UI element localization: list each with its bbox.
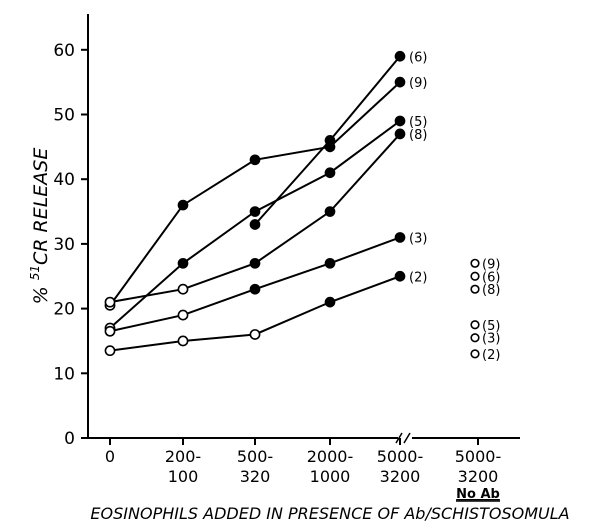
data-point (178, 285, 187, 294)
data-point (178, 336, 187, 345)
no-ab-point-label: (8) (482, 283, 500, 298)
series-label: (8) (409, 128, 427, 143)
no-ab-point (471, 272, 479, 280)
no-ab-point-label: (3) (482, 332, 500, 347)
data-point (395, 52, 404, 61)
series-label: (6) (409, 50, 427, 65)
data-point (395, 116, 404, 125)
y-tick-label: 60 (53, 41, 75, 61)
data-point (178, 200, 187, 209)
x-tick-label-line2: 3200 (458, 467, 499, 486)
y-axis-title-post: CR RELEASE (30, 148, 52, 265)
data-point (105, 346, 114, 355)
x-tick-label-line2: 3200 (380, 467, 421, 486)
no-ab-point (471, 260, 479, 268)
data-point (105, 327, 114, 336)
y-tick-label: 20 (53, 300, 75, 320)
series-lines (110, 56, 400, 350)
series-label: (2) (409, 270, 427, 285)
data-point (395, 78, 404, 87)
data-point (250, 330, 259, 339)
data-point (325, 168, 334, 177)
no-ab-point (471, 321, 479, 329)
data-point (250, 155, 259, 164)
y-tick-label: 40 (53, 170, 75, 190)
x-tick-label: 5000- (455, 447, 502, 466)
no-ab-point (471, 350, 479, 358)
series-label: (9) (409, 76, 427, 91)
series-line (110, 82, 400, 305)
data-point (250, 285, 259, 294)
x-tick-label-line2: 100 (168, 467, 199, 486)
no-ab-label: No Ab (456, 487, 500, 502)
series-labels: (6)(9)(5)(8)(3)(2) (409, 50, 427, 285)
data-point (395, 272, 404, 281)
y-tick-label: 30 (53, 235, 75, 255)
y-axis-title: % 51CR RELEASE (28, 148, 52, 305)
x-tick-label: 500- (237, 447, 273, 466)
y-tick-label: 0 (64, 429, 75, 449)
data-point (325, 259, 334, 268)
no-ab-point-label: (2) (482, 348, 500, 363)
data-point (395, 233, 404, 242)
x-ticks: 0 200-100500-3202000-10005000-32005000-32… (105, 438, 501, 502)
x-tick-label: 2000- (307, 447, 354, 466)
data-point (250, 207, 259, 216)
axis-break-mark-2 (404, 433, 410, 443)
y-ticks: 0 10 20 30 40 50 60 (53, 41, 88, 449)
x-tick-label: 200- (165, 447, 201, 466)
data-point (178, 259, 187, 268)
no-ab-points: (9)(6)(8)(5)(3)(2) (471, 257, 500, 363)
data-point (325, 142, 334, 151)
data-point (395, 129, 404, 138)
data-point (105, 298, 114, 307)
x-axis-title: EOSINOPHILS ADDED IN PRESENCE OF Ab/SCHI… (90, 504, 569, 523)
data-point (250, 220, 259, 229)
no-ab-point (471, 285, 479, 293)
data-point (250, 259, 259, 268)
data-point (178, 310, 187, 319)
data-point (325, 298, 334, 307)
y-axis-title-pre: % (30, 280, 52, 304)
series-label: (3) (409, 231, 427, 246)
y-tick-label: 50 (53, 106, 75, 126)
no-ab-point (471, 334, 479, 342)
x-tick-label: 0 (105, 447, 115, 466)
data-point (325, 207, 334, 216)
y-axis-title-sup: 51 (28, 265, 42, 280)
series-points (105, 52, 404, 356)
x-tick-label-line2: 1000 (310, 467, 351, 486)
x-tick-label-line2: 320 (240, 467, 271, 486)
y-tick-label: 10 (53, 364, 75, 384)
x-tick-label: 5000- (377, 447, 424, 466)
